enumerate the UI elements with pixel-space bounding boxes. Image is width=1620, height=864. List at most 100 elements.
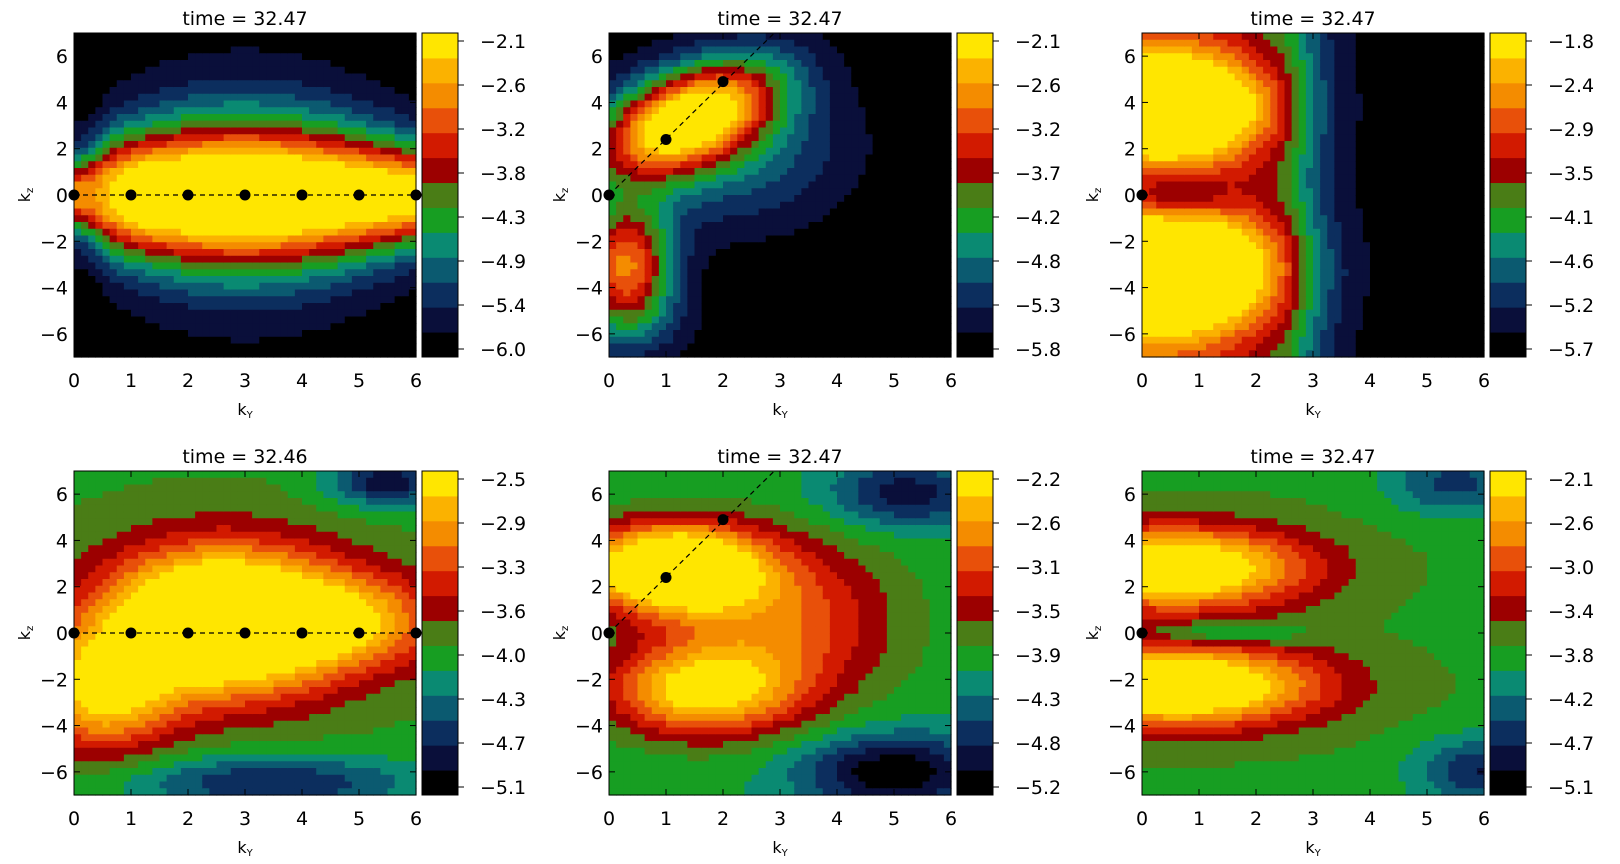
heatmap-cell xyxy=(630,100,639,108)
heatmap-cell xyxy=(359,73,367,81)
heatmap-cell xyxy=(166,303,175,311)
heatmap-cell xyxy=(616,343,624,351)
heatmap-cell xyxy=(116,255,125,264)
heatmap-cell xyxy=(943,215,952,223)
heatmap-cell xyxy=(851,107,859,115)
heatmap-cell xyxy=(680,53,688,61)
heatmap-cell xyxy=(730,269,738,277)
heatmap-cell xyxy=(337,114,346,122)
heatmap-cell xyxy=(195,33,203,41)
heatmap-cell xyxy=(872,269,881,277)
heatmap-cell xyxy=(1149,208,1157,216)
heatmap-cell xyxy=(195,201,203,210)
heatmap-cell xyxy=(801,343,810,351)
heatmap-cell xyxy=(230,303,239,311)
heatmap-cell xyxy=(209,303,218,311)
heatmap-cell xyxy=(159,249,168,257)
heatmap-cell xyxy=(723,134,731,142)
heatmap-cell xyxy=(758,93,767,102)
heatmap-cell xyxy=(202,303,210,311)
heatmap-cell xyxy=(815,93,824,102)
heatmap-cell xyxy=(380,174,389,183)
heatmap-cell xyxy=(915,276,924,284)
heatmap-cell xyxy=(801,161,810,169)
heatmap-cell xyxy=(837,127,845,135)
heatmap-cell xyxy=(694,289,703,297)
heatmap-cell xyxy=(123,228,132,237)
heatmap-cell xyxy=(302,208,310,216)
heatmap-cell xyxy=(858,343,867,351)
heatmap-cell xyxy=(744,60,753,68)
heatmap-cell xyxy=(88,60,96,68)
heatmap-cell xyxy=(758,134,767,142)
heatmap-cell xyxy=(180,269,189,277)
heatmap-cell xyxy=(808,134,817,142)
heatmap-cell xyxy=(309,309,317,318)
heatmap-cell xyxy=(145,120,153,129)
heatmap-cell xyxy=(894,100,902,108)
heatmap-cell xyxy=(145,134,153,142)
heatmap-cell xyxy=(837,330,845,338)
heatmap-cell xyxy=(387,127,396,135)
heatmap-cell xyxy=(252,228,260,237)
heatmap-cell xyxy=(109,282,118,291)
heatmap-cell xyxy=(138,215,146,223)
heatmap-cell xyxy=(651,60,660,68)
heatmap-cell xyxy=(872,208,881,216)
heatmap-cell xyxy=(266,303,275,311)
heatmap-cell xyxy=(787,100,795,108)
heatmap-cell xyxy=(687,39,696,48)
heatmap-cell xyxy=(908,215,916,223)
heatmap-cell xyxy=(280,168,289,176)
heatmap-cell xyxy=(337,282,346,291)
heatmap-cell xyxy=(188,269,196,277)
heatmap-cell xyxy=(694,195,703,203)
heatmap-cell xyxy=(630,66,639,75)
heatmap-cell xyxy=(815,269,824,277)
heatmap-cell xyxy=(666,323,674,331)
heatmap-cell xyxy=(765,201,774,210)
heatmap-cell xyxy=(936,201,945,210)
heatmap-cell xyxy=(723,107,731,115)
heatmap-cell xyxy=(102,66,111,75)
heatmap-cell xyxy=(230,242,239,250)
heatmap-cell xyxy=(366,282,374,291)
heatmap-cell xyxy=(872,80,881,88)
heatmap-cell xyxy=(630,174,639,183)
heatmap-cell xyxy=(794,33,802,41)
heatmap-cell xyxy=(109,201,118,210)
heatmap-cell xyxy=(131,242,139,250)
heatmap-cell xyxy=(894,289,902,297)
heatmap-cell xyxy=(1156,269,1164,277)
colorbar-band xyxy=(957,207,993,233)
heatmap-cell xyxy=(758,350,767,358)
heatmap-cell xyxy=(166,309,175,318)
heatmap-cell xyxy=(765,39,774,48)
heatmap-cell xyxy=(287,323,296,331)
heatmap-cell xyxy=(1142,289,1150,297)
heatmap-cell xyxy=(1156,289,1164,297)
heatmap-cell xyxy=(188,161,196,169)
heatmap-cell xyxy=(280,289,289,297)
heatmap-cell xyxy=(651,134,660,142)
heatmap-cell xyxy=(287,181,296,189)
heatmap-cell xyxy=(102,336,111,345)
heatmap-cell xyxy=(687,323,696,331)
heatmap-cell xyxy=(408,66,417,75)
heatmap-cell xyxy=(230,114,239,122)
heatmap-cell xyxy=(844,350,852,358)
heatmap-cell xyxy=(943,181,952,189)
heatmap-cell xyxy=(644,343,653,351)
heatmap-cell xyxy=(88,87,96,95)
heatmap-cell xyxy=(351,323,360,331)
heatmap-cell xyxy=(737,147,745,156)
heatmap-cell xyxy=(351,154,360,162)
heatmap-cell xyxy=(287,174,296,183)
heatmap-cell xyxy=(787,87,795,95)
heatmap-cell xyxy=(323,249,332,257)
heatmap-cell xyxy=(145,87,153,95)
heatmap-cell xyxy=(216,154,225,162)
heatmap-cell xyxy=(330,100,339,108)
heatmap-cell xyxy=(708,39,717,48)
heatmap-cell xyxy=(730,53,738,61)
